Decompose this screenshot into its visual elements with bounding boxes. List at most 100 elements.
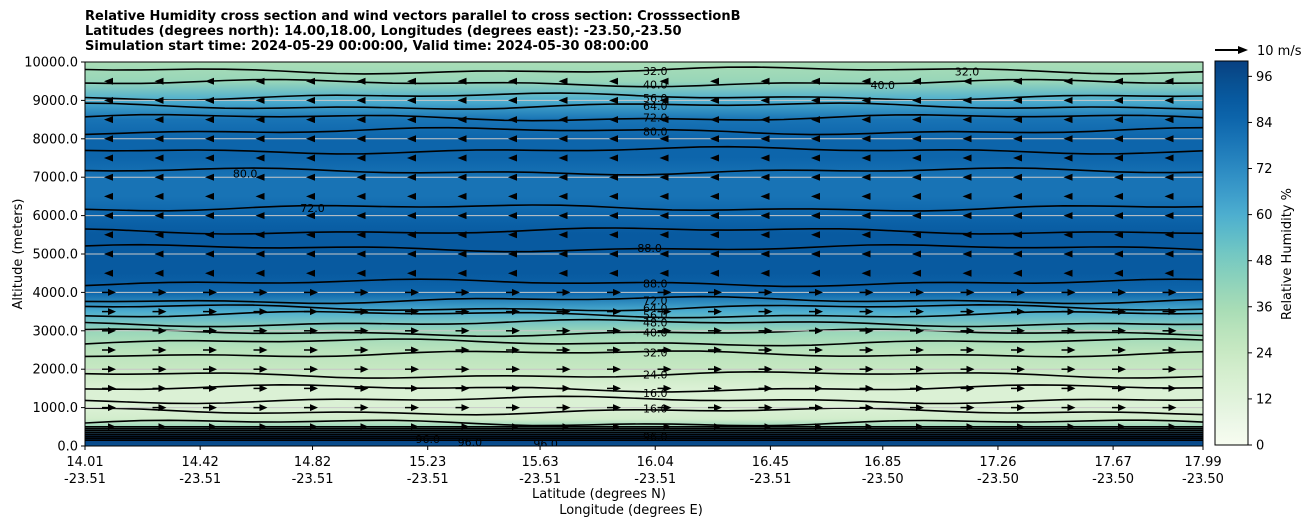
wind-vector — [512, 384, 520, 392]
wind-vector — [108, 327, 116, 335]
wind-vector — [306, 77, 315, 85]
wind-vector — [457, 231, 467, 239]
wind-vector — [1063, 269, 1073, 277]
wind-vector — [912, 77, 921, 85]
wind-vector — [815, 423, 823, 431]
title-line-1: Relative Humidity cross section and wind… — [85, 9, 741, 24]
wind-vector — [508, 173, 517, 181]
wind-vector — [1168, 308, 1177, 316]
wind-vector — [1164, 231, 1174, 239]
wind-vector — [815, 365, 823, 373]
colorbar-tick-label: 60 — [1256, 208, 1273, 223]
wind-vector — [764, 288, 773, 296]
wind-vector — [811, 192, 820, 200]
wind-vector — [558, 135, 568, 143]
wind-vector — [306, 135, 315, 143]
wind-vector — [558, 250, 568, 258]
wind-vector — [1118, 423, 1126, 431]
wind-vector — [659, 231, 669, 239]
wind-vector — [154, 116, 164, 124]
wind-vector — [306, 269, 315, 277]
wind-vector — [461, 404, 470, 412]
wind-vector — [811, 96, 820, 104]
wind-vector — [962, 269, 972, 277]
wind-vector — [1017, 327, 1025, 335]
wind-vector — [1013, 116, 1022, 124]
wind-vector — [760, 96, 770, 104]
wind-vector — [1013, 231, 1022, 239]
wind-vector — [356, 231, 366, 239]
wind-vector — [205, 250, 214, 258]
wind-vector — [1114, 192, 1123, 200]
wind-vector — [255, 269, 265, 277]
y-tick-label: 6000.0 — [33, 209, 79, 224]
wind-vector — [1067, 404, 1076, 412]
wind-vector — [1063, 212, 1073, 220]
x-tick-label-lon: -23.51 — [292, 472, 334, 487]
contour-label: 40.0 — [871, 79, 896, 92]
wind-vector — [306, 116, 315, 124]
wind-vector — [1063, 96, 1073, 104]
wind-vector — [1164, 212, 1174, 220]
x-tick-label-lat: 15.63 — [521, 455, 558, 470]
wind-vector — [158, 365, 167, 373]
wind-vector — [209, 384, 217, 392]
contour-label: 72.0 — [643, 294, 668, 307]
wind-vector — [407, 116, 416, 124]
contour-line — [85, 295, 1203, 305]
wind-vector — [760, 269, 770, 277]
wind-vector — [310, 308, 318, 316]
wind-vector — [154, 154, 164, 162]
wind-vector — [962, 135, 972, 143]
title-line-2: Latitudes (degrees north): 14.00,18.00, … — [85, 24, 682, 39]
contour-line — [85, 303, 1203, 312]
wind-vector — [760, 231, 770, 239]
wind-vector — [962, 116, 972, 124]
wind-vector — [966, 404, 975, 412]
wind-vector — [811, 77, 820, 85]
wind-vector — [962, 96, 972, 104]
wind-vector — [861, 250, 871, 258]
contour-label: 64.0 — [643, 302, 668, 315]
wind-vector — [1168, 423, 1177, 431]
wind-vector — [407, 231, 416, 239]
wind-vector — [154, 96, 164, 104]
wind-vector — [108, 346, 116, 354]
contour-label: 32.0 — [955, 66, 980, 79]
colorbar-ticks: 0 12 24 36 48 60 72 84 96 — [1248, 70, 1273, 454]
wind-vector — [104, 212, 113, 220]
wind-vector — [659, 154, 669, 162]
wind-vector — [912, 116, 921, 124]
wind-vector — [764, 346, 773, 354]
wind-vector — [1063, 154, 1073, 162]
colorbar-tick-label: 72 — [1256, 162, 1273, 177]
wind-vector — [259, 308, 268, 316]
wind-vector — [861, 269, 871, 277]
wind-vector — [104, 77, 113, 85]
wind-vector — [714, 384, 722, 392]
wind-vector — [158, 423, 167, 431]
wind-vector — [659, 173, 669, 181]
wind-vector — [108, 423, 116, 431]
wind-vector — [861, 173, 871, 181]
wind-vector — [407, 250, 416, 258]
wind-vector — [811, 231, 820, 239]
wind-vector — [356, 269, 366, 277]
wind-vector — [360, 288, 369, 296]
wind-vector — [205, 77, 214, 85]
wind-vector — [1114, 212, 1123, 220]
wind-vector — [764, 308, 773, 316]
wind-vector — [306, 250, 315, 258]
wind-vector — [306, 173, 315, 181]
y-tick-label: 2000.0 — [33, 363, 79, 378]
contour-label: 40.0 — [643, 78, 668, 91]
x-tick-label-lat: 17.99 — [1184, 455, 1221, 470]
wind-vector — [356, 116, 366, 124]
wind-vector — [1067, 327, 1076, 335]
wind-vector — [411, 404, 419, 412]
contour-line — [85, 407, 1203, 416]
wind-vector — [562, 404, 571, 412]
wind-vector — [508, 250, 517, 258]
wind-vector — [558, 231, 568, 239]
wind-vector — [912, 173, 921, 181]
